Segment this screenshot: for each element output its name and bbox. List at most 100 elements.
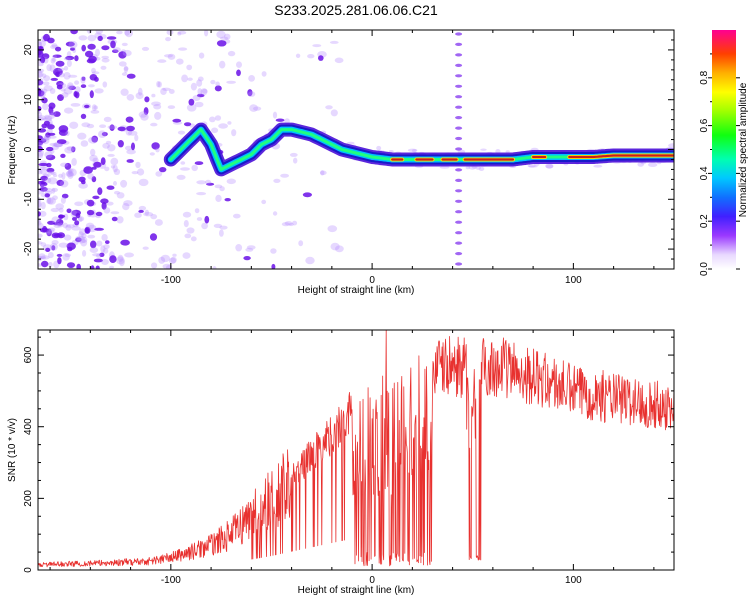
noise-blob <box>289 152 298 157</box>
noise-blob <box>412 149 417 153</box>
noise-blob <box>47 177 58 185</box>
noise-blob <box>51 216 60 224</box>
noise-blob <box>184 122 192 127</box>
noise-blob <box>38 79 44 86</box>
noise-blob <box>246 245 256 250</box>
snr-frame <box>37 329 675 571</box>
noise-blob <box>48 102 56 110</box>
noise-blob <box>318 55 324 61</box>
noise-blob <box>38 41 42 46</box>
noise-blob <box>177 31 182 36</box>
noise-blob <box>89 74 98 81</box>
noise-blob <box>131 142 135 151</box>
noise-blob <box>320 170 325 176</box>
noise-blob <box>182 211 192 218</box>
noise-blob <box>50 57 56 64</box>
noise-blob <box>101 234 108 241</box>
spectral-ridge <box>163 122 674 177</box>
noise-blob <box>78 176 86 182</box>
noise-blob <box>95 211 103 217</box>
bottom-x-tick-label: 100 <box>565 575 582 586</box>
noise-blob <box>226 178 236 185</box>
noise-blob <box>44 177 52 184</box>
noise-blob <box>63 87 73 95</box>
noise-blob <box>50 111 57 116</box>
noise-blob <box>39 77 44 86</box>
noise-blob <box>292 220 298 226</box>
noise-blob <box>56 222 64 228</box>
noise-blob <box>60 196 66 204</box>
noise-blob <box>196 79 203 87</box>
noise-blob <box>113 181 117 186</box>
noise-blob <box>176 58 184 65</box>
noise-blob <box>82 250 87 257</box>
noise-blob <box>149 152 155 156</box>
noise-blob <box>67 171 74 179</box>
noise-blob <box>81 44 86 52</box>
noise-blob <box>88 136 98 144</box>
noise-blob <box>49 142 58 147</box>
colorbar-tick-label: 0.0 <box>699 262 710 276</box>
noise-blob <box>42 225 48 233</box>
noise-blob <box>63 234 72 241</box>
noise-blob <box>127 130 138 136</box>
noise-blob <box>205 179 212 185</box>
noise-blob <box>319 170 327 175</box>
noise-blob <box>85 50 94 58</box>
top-y-tick-label: 20 <box>23 44 34 56</box>
noise-blob <box>94 227 104 231</box>
noise-blob <box>275 118 285 122</box>
noise-blob <box>52 54 57 59</box>
noise-blob <box>45 132 51 138</box>
noise-blob <box>66 59 72 67</box>
noise-blob <box>91 104 97 112</box>
noise-blob <box>86 199 95 207</box>
noise-blob <box>186 227 195 234</box>
noise-blob <box>74 80 80 85</box>
noise-blob <box>126 73 136 79</box>
noise-blob <box>178 47 188 51</box>
noise-blob <box>110 165 116 169</box>
noise-blob <box>126 159 134 163</box>
noise-blob <box>80 239 88 247</box>
noise-blob <box>327 225 338 233</box>
top-x-tick-label: -100 <box>161 275 181 286</box>
noise-blob <box>243 256 251 261</box>
noise-blob <box>201 88 208 94</box>
vertical-artifact-dash <box>455 189 463 193</box>
noise-blob <box>98 130 107 138</box>
noise-blob <box>95 265 100 269</box>
noise-blob <box>88 84 95 88</box>
noise-blob <box>528 165 538 168</box>
noise-blob <box>94 88 104 94</box>
noise-blob <box>40 175 48 181</box>
noise-blob <box>480 148 487 151</box>
noise-blob <box>101 55 109 59</box>
colorbar-tick-label: 0.8 <box>699 70 710 84</box>
noise-blob <box>38 220 42 226</box>
vertical-artifact-dash <box>455 105 463 109</box>
noise-blob <box>91 135 98 143</box>
noise-blob <box>49 64 56 72</box>
noise-blob <box>190 82 197 91</box>
noise-blob <box>211 127 219 134</box>
noise-blob <box>66 84 76 90</box>
noise-blob <box>90 265 95 269</box>
noise-blob <box>197 76 204 82</box>
noise-blob <box>101 259 109 265</box>
noise-blob <box>42 81 50 86</box>
vertical-artifact-dash <box>455 147 463 151</box>
noise-blob <box>38 111 43 118</box>
vertical-artifact-dash <box>455 262 463 266</box>
noise-blob <box>66 170 73 177</box>
noise-blob <box>39 40 46 47</box>
noise-blob <box>137 168 145 176</box>
noise-blob <box>48 135 57 139</box>
vertical-artifact-line <box>455 32 463 266</box>
noise-blob <box>236 69 241 77</box>
noise-blob <box>81 76 86 81</box>
noise-blob <box>81 122 91 128</box>
noise-blob <box>126 149 136 155</box>
noise-blob <box>91 71 100 75</box>
noise-blob <box>134 212 142 218</box>
